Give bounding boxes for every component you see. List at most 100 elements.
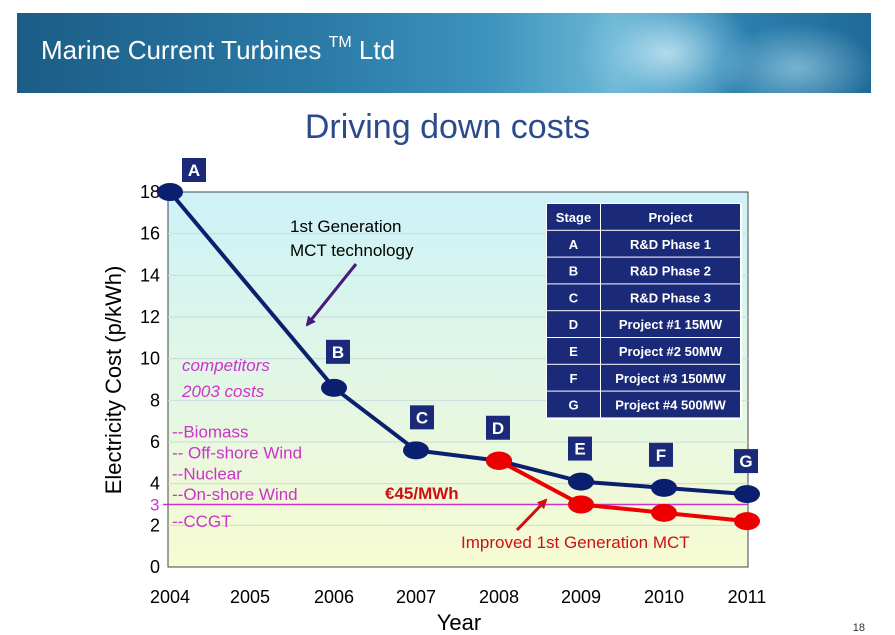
table-cell: [547, 391, 600, 418]
table-project: Project #4 500MW: [615, 398, 726, 413]
table-cell: [547, 230, 600, 257]
stage-label-box: [734, 449, 758, 474]
gen1-annotation: MCT technology: [290, 241, 414, 260]
stage-label-box: [410, 405, 434, 430]
stage-project-table: Stage Project A R&D Phase 1 B R&D Phase 2 C R&D…: [546, 203, 742, 420]
gen1-data-point: [734, 485, 760, 504]
competitor-costs: competitors 2003 costs --Biomass-- Off-sho…: [172, 356, 302, 531]
x-tick-label: 2006: [314, 587, 354, 607]
gen1-data-point: [157, 183, 183, 201]
stage-label-text: F: [656, 446, 666, 465]
table-project: Project #1 15MW: [619, 317, 723, 332]
reference-line: 3: [150, 496, 748, 515]
company-name: Marine Current Turbines TM Ltd: [41, 34, 396, 66]
stage-label-text: A: [188, 161, 200, 180]
stage-label-box: [486, 415, 510, 440]
table-project: Project #2 50MW: [619, 344, 723, 359]
stage-label-text: D: [492, 419, 504, 438]
price-annotation: €45/MWh: [385, 484, 459, 503]
gen1-data-point: [568, 472, 594, 491]
data-points: [157, 183, 760, 531]
table-project: R&D Phase 2: [630, 264, 711, 279]
header-banner: Marine Current Turbines TM Ltd: [17, 13, 871, 93]
table-stage: G: [568, 398, 578, 413]
y-tick-label: 0: [150, 557, 160, 577]
table-stage: C: [569, 290, 579, 305]
table-project: R&D Phase 3: [630, 290, 711, 305]
table-header-project: Project: [648, 210, 693, 225]
table-project: R&D Phase 1: [630, 237, 711, 252]
stage-label-text: B: [332, 343, 344, 362]
y-tick-label: 4: [150, 474, 160, 494]
competitor-label: --On-shore Wind: [172, 485, 298, 504]
stage-label-box: [568, 436, 592, 461]
competitor-label: --Nuclear: [172, 464, 242, 483]
y-tick-label: 16: [140, 224, 160, 244]
x-tick-label: 2011: [728, 587, 767, 607]
page-number: 18: [852, 622, 865, 634]
x-tick-label: 2010: [644, 587, 684, 607]
table-stage: F: [570, 371, 578, 386]
x-tick-label: 2004: [150, 587, 190, 607]
improved-series-line: [498, 458, 748, 524]
axis-titles: Year Electricity Cost (p/kWh): [101, 266, 481, 635]
trademark-mark: TM: [328, 34, 352, 52]
y-tick-label: 12: [140, 307, 160, 327]
x-axis-ticks: 2004 2005 2006 2007 2008 2009 2010 2011: [150, 587, 766, 607]
x-tick-label: 2007: [396, 587, 436, 607]
company-name-text: Marine Current Turbines: [41, 35, 322, 65]
table-stage: A: [569, 237, 579, 252]
y-tick-label: 6: [150, 432, 160, 452]
slide-title: Driving down costs: [304, 108, 591, 146]
gen1-data-point: [403, 441, 429, 460]
table-project: Project #3 150MW: [615, 371, 726, 386]
competitor-label: --CCGT: [172, 512, 231, 531]
competitors-header: 2003 costs: [181, 382, 265, 401]
table-cell: [547, 257, 600, 284]
improved-data-point: [568, 495, 594, 514]
table-cell: [601, 257, 740, 284]
gen1-data-point: [651, 478, 677, 497]
table-cell: [547, 364, 600, 391]
x-tick-label: 2009: [561, 587, 601, 607]
table-stage: D: [569, 317, 578, 332]
stage-label-text: E: [574, 440, 585, 459]
table-cell: [601, 311, 740, 337]
x-tick-label: 2005: [230, 587, 270, 607]
x-tick-label: 2008: [479, 587, 519, 607]
stage-label-text: G: [739, 452, 752, 471]
improved-arrow: [515, 498, 548, 532]
company-suffix: Ltd: [358, 35, 396, 65]
y-tick-label: 8: [150, 390, 160, 410]
competitor-label: -- Off-shore Wind: [172, 443, 302, 462]
table-cell: [547, 311, 600, 337]
stage-label-box: [182, 158, 206, 182]
y-tick-label: 10: [140, 349, 160, 369]
banner-decoration: [717, 23, 871, 93]
table-cell: [601, 338, 740, 364]
competitors-header: competitors: [182, 356, 270, 375]
table-cell: [547, 284, 600, 311]
table-cell: [601, 284, 740, 311]
table-header-stage: Stage: [556, 210, 591, 225]
y-axis-title: Electricity Cost (p/kWh): [101, 266, 126, 495]
reference-line-label: 3: [150, 496, 159, 515]
stage-label-box: [326, 339, 350, 364]
stage-label-text: C: [416, 408, 428, 427]
y-tick-label: 2: [150, 515, 160, 535]
y-tick-label: 18: [140, 182, 160, 202]
table-cell: [601, 391, 740, 418]
gen1-arrow: [305, 263, 358, 327]
gen1-data-point: [321, 378, 347, 397]
stage-label-box: [649, 442, 673, 467]
annotations: 1st Generation MCT technology €45/MWh Impro…: [290, 217, 690, 552]
improved-data-point: [486, 451, 512, 470]
table-cell: [601, 230, 740, 257]
table-stage: E: [569, 344, 578, 359]
improved-annotation: Improved 1st Generation MCT: [461, 533, 690, 552]
x-axis-title: Year: [437, 610, 481, 635]
table-header-cell: [547, 204, 600, 230]
table-cell: [547, 338, 600, 364]
